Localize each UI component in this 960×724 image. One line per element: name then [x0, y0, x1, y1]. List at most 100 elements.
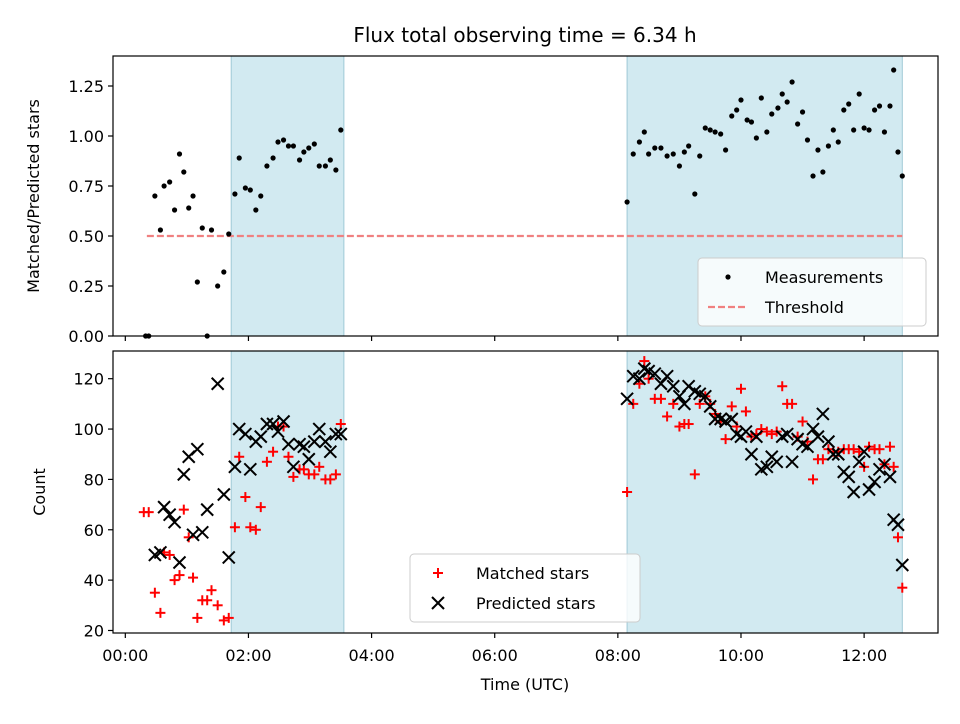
matched-stars-point — [283, 451, 294, 462]
predicted-stars-point — [744, 447, 759, 461]
predicted-stars-point — [698, 389, 712, 404]
predicted-stars-point — [867, 475, 882, 489]
predicted-stars-point — [200, 502, 214, 517]
predicted-stars-point — [153, 545, 168, 560]
predicted-stars-point — [620, 392, 634, 406]
measurements-point — [658, 145, 664, 151]
predicted-stars-point — [800, 439, 815, 454]
matched-stars-point — [169, 575, 180, 586]
matched-stars-point — [309, 469, 320, 480]
matched-stars-point — [662, 411, 673, 422]
measurements-point — [208, 227, 215, 233]
legend-predicted-marker — [431, 596, 445, 610]
measurements-point — [861, 125, 867, 131]
measurements-point — [775, 105, 781, 111]
predicted-stars-point — [334, 427, 348, 441]
bottom-y-tick-label: 80 — [84, 470, 104, 489]
matched-stars-point — [143, 507, 154, 518]
matched-stars-point — [689, 469, 700, 480]
measurements-point — [835, 139, 841, 145]
predicted-stars-point — [677, 397, 692, 411]
bottom-observing-window — [230, 350, 345, 634]
measurements-point — [646, 151, 652, 157]
measurements-point — [779, 91, 785, 97]
measurements-point — [176, 151, 183, 157]
matched-stars-point — [797, 416, 808, 427]
x-tick-label: 04:00 — [349, 646, 395, 665]
measurements-point — [221, 269, 227, 275]
matched-stars-point — [174, 570, 185, 581]
matched-stars-point — [787, 398, 798, 409]
measurements-point — [846, 101, 852, 107]
top-y-tick-label: 1.25 — [68, 77, 104, 96]
measurements-point — [795, 121, 801, 127]
predicted-stars-point — [228, 460, 242, 474]
bottom-legend: Matched stars Predicted stars — [409, 553, 641, 623]
matched-stars-point — [261, 456, 272, 467]
predicted-stars-point — [260, 417, 274, 431]
predicted-stars-point — [852, 455, 866, 469]
legend-measurements-marker — [725, 274, 731, 280]
measurements-point — [194, 279, 200, 285]
measurements-point — [311, 141, 317, 147]
measurements-point — [186, 205, 192, 211]
predicted-stars-point — [703, 399, 717, 414]
matched-stars-point — [164, 549, 175, 560]
legend-matched-label: Matched stars — [476, 564, 589, 583]
chart-title: Flux total observing time = 6.34 h — [353, 23, 696, 47]
measurements-point — [264, 163, 270, 169]
matched-stars-point — [183, 532, 194, 543]
matched-stars-point — [639, 356, 650, 367]
measurements-point — [676, 163, 683, 169]
matched-stars-point — [622, 487, 633, 497]
predicted-stars-point — [281, 437, 296, 451]
measurements-point — [712, 129, 718, 135]
measurements-point — [327, 157, 333, 163]
predicted-stars-point — [725, 412, 739, 426]
bottom-panel: 20 40 60 80 100 120 00:00 02:00 04:00 06:00 08:00… — [30, 350, 939, 694]
measurements-point — [856, 91, 862, 97]
matched-stars-point — [325, 474, 336, 485]
predicted-stars-point — [632, 371, 647, 386]
matched-stars-point — [683, 419, 694, 430]
measurements-point — [744, 117, 750, 123]
measurements-point — [851, 127, 857, 133]
measurements-point — [296, 157, 303, 163]
predicted-stars-point — [157, 500, 171, 514]
bottom-y-tick-label: 60 — [84, 521, 104, 540]
measurements-point — [641, 129, 647, 135]
predicted-stars-point — [842, 470, 856, 484]
measurements-point — [734, 107, 740, 113]
bottom-y-tick-label: 20 — [84, 621, 104, 640]
predicted-stars-point — [297, 439, 311, 454]
measurements-point — [876, 103, 883, 109]
measurements-point — [881, 129, 888, 135]
predicted-stars-point — [312, 422, 326, 436]
measurements-point — [722, 147, 729, 153]
matched-stars-point — [250, 524, 261, 535]
top-y-tick-label: 0.25 — [68, 277, 104, 296]
top-y-tick-label: 0.00 — [68, 327, 104, 346]
measurements-point — [697, 153, 703, 159]
matched-stars-point — [740, 406, 751, 417]
predicted-stars-point — [749, 429, 764, 444]
matched-stars-point — [874, 444, 885, 455]
matched-stars-point — [202, 595, 213, 606]
predicted-stars-point — [780, 427, 794, 441]
measurements-point — [157, 227, 164, 233]
measurements-point — [270, 155, 276, 161]
measurements-point — [253, 207, 259, 213]
measurements-point — [232, 191, 238, 197]
predicted-stars-point — [266, 417, 280, 431]
predicted-stars-point — [318, 434, 333, 449]
measurements-point — [891, 67, 897, 73]
matched-stars-point — [223, 612, 234, 623]
predicted-stars-point — [666, 379, 680, 393]
measurements-point — [810, 173, 816, 179]
predicted-stars-point — [857, 445, 871, 459]
legend-threshold-label: Threshold — [764, 298, 844, 317]
x-tick-label: 02:00 — [225, 646, 271, 665]
matched-stars-point — [655, 393, 666, 404]
matched-stars-point — [245, 522, 256, 533]
bottom-panel-frame — [112, 350, 939, 634]
